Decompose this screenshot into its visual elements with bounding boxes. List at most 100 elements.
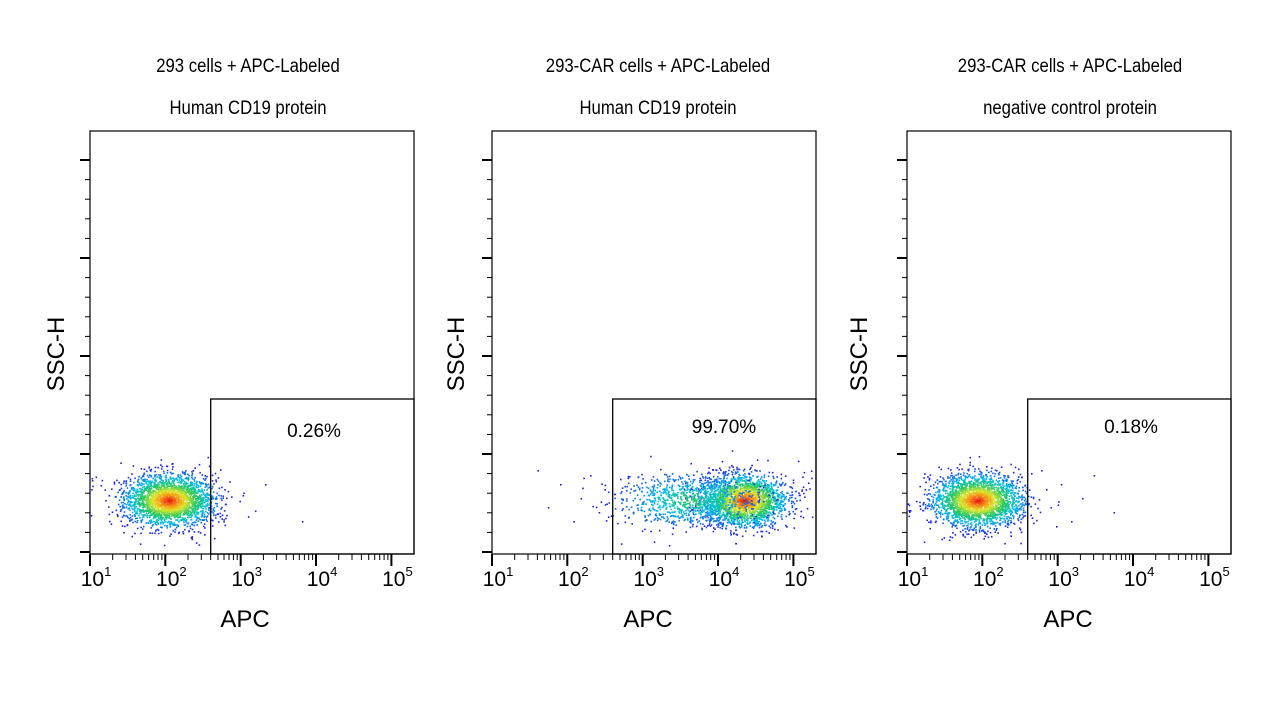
event-dot — [163, 489, 166, 491]
event-dot — [154, 507, 156, 509]
event-dot — [134, 503, 137, 505]
event-dot — [192, 488, 195, 491]
event-dot — [171, 492, 174, 494]
event-dot — [167, 478, 170, 481]
event-dot — [190, 518, 193, 521]
event-dot — [156, 486, 158, 489]
event-dot — [146, 502, 149, 504]
event-dot — [221, 514, 224, 517]
event-dot — [154, 521, 157, 523]
event-dot — [161, 483, 164, 486]
event-dot — [123, 499, 126, 501]
event-dot — [176, 526, 178, 529]
event-dot — [134, 510, 136, 513]
event-dot — [175, 504, 178, 506]
event-dot — [201, 474, 203, 476]
event-dot — [187, 514, 190, 517]
event-dot — [205, 492, 208, 495]
event-dot — [167, 491, 170, 493]
event-dot — [158, 483, 161, 486]
event-dot — [174, 505, 177, 508]
event-dot — [208, 494, 211, 496]
event-dot — [149, 469, 151, 471]
event-dot — [173, 522, 176, 524]
event-dot — [164, 511, 166, 513]
event-dot — [162, 481, 164, 484]
event-dot — [145, 509, 148, 512]
event-dot — [221, 518, 223, 520]
event-dot — [149, 506, 152, 508]
event-dot — [190, 488, 193, 491]
event-dot — [202, 505, 205, 507]
event-dot — [184, 507, 186, 510]
event-dot — [92, 485, 94, 488]
event-dot — [122, 492, 124, 494]
event-dot — [193, 508, 195, 510]
event-dot — [166, 491, 168, 493]
event-dot — [120, 483, 122, 486]
event-dot — [190, 514, 193, 516]
event-dot — [214, 497, 217, 500]
event-dot — [157, 504, 159, 507]
event-dot — [199, 503, 202, 505]
event-dot — [185, 488, 187, 491]
event-dot — [196, 480, 198, 483]
event-dot — [120, 462, 122, 464]
event-dot — [125, 506, 128, 508]
event-dot — [200, 498, 203, 500]
event-dot — [166, 472, 169, 474]
event-dot — [216, 505, 218, 507]
event-dot — [223, 519, 225, 521]
event-dot — [140, 510, 142, 513]
event-dot — [212, 512, 215, 514]
event-dot — [129, 496, 131, 498]
event-dot — [180, 519, 183, 521]
event-dot — [203, 516, 205, 518]
event-dot — [166, 521, 169, 524]
event-dot — [131, 501, 133, 504]
event-dot — [144, 509, 146, 512]
event-dot — [193, 524, 196, 527]
event-dot — [211, 511, 213, 513]
event-dot — [136, 481, 139, 483]
event-dot — [194, 467, 196, 469]
event-dot — [179, 514, 182, 517]
event-dot — [155, 495, 157, 497]
event-dot — [170, 472, 173, 475]
event-dot — [172, 477, 174, 480]
event-dot — [157, 466, 159, 469]
panel-1-gate-percentage: 0.26% — [287, 421, 341, 442]
event-dot — [165, 518, 168, 520]
event-dot — [163, 482, 166, 484]
event-dot — [184, 484, 186, 487]
event-dot — [158, 503, 160, 505]
event-dot — [141, 516, 144, 519]
event-dot — [143, 468, 146, 471]
event-dot — [135, 499, 137, 502]
event-dot — [146, 480, 148, 483]
event-dot — [206, 515, 209, 517]
event-dot — [129, 519, 131, 522]
event-dot — [150, 519, 153, 521]
event-dot — [167, 483, 169, 486]
panel-1-x-axis-label: APC — [220, 606, 270, 633]
event-dot — [138, 510, 141, 513]
event-dot — [162, 495, 164, 497]
event-dot — [158, 512, 160, 514]
event-dot — [145, 483, 148, 485]
event-dot — [136, 512, 139, 515]
event-dot — [212, 497, 215, 500]
event-dot — [126, 498, 128, 500]
event-dot — [157, 498, 159, 500]
event-dot — [225, 517, 227, 520]
event-dot — [186, 508, 188, 511]
event-dot — [176, 515, 179, 518]
event-dot — [202, 478, 205, 480]
event-dot — [135, 495, 137, 497]
event-dot — [211, 496, 213, 498]
event-dot — [157, 532, 160, 535]
event-dot — [125, 482, 128, 485]
event-dot — [176, 505, 179, 507]
event-dot — [157, 490, 160, 493]
event-dot — [123, 511, 126, 513]
